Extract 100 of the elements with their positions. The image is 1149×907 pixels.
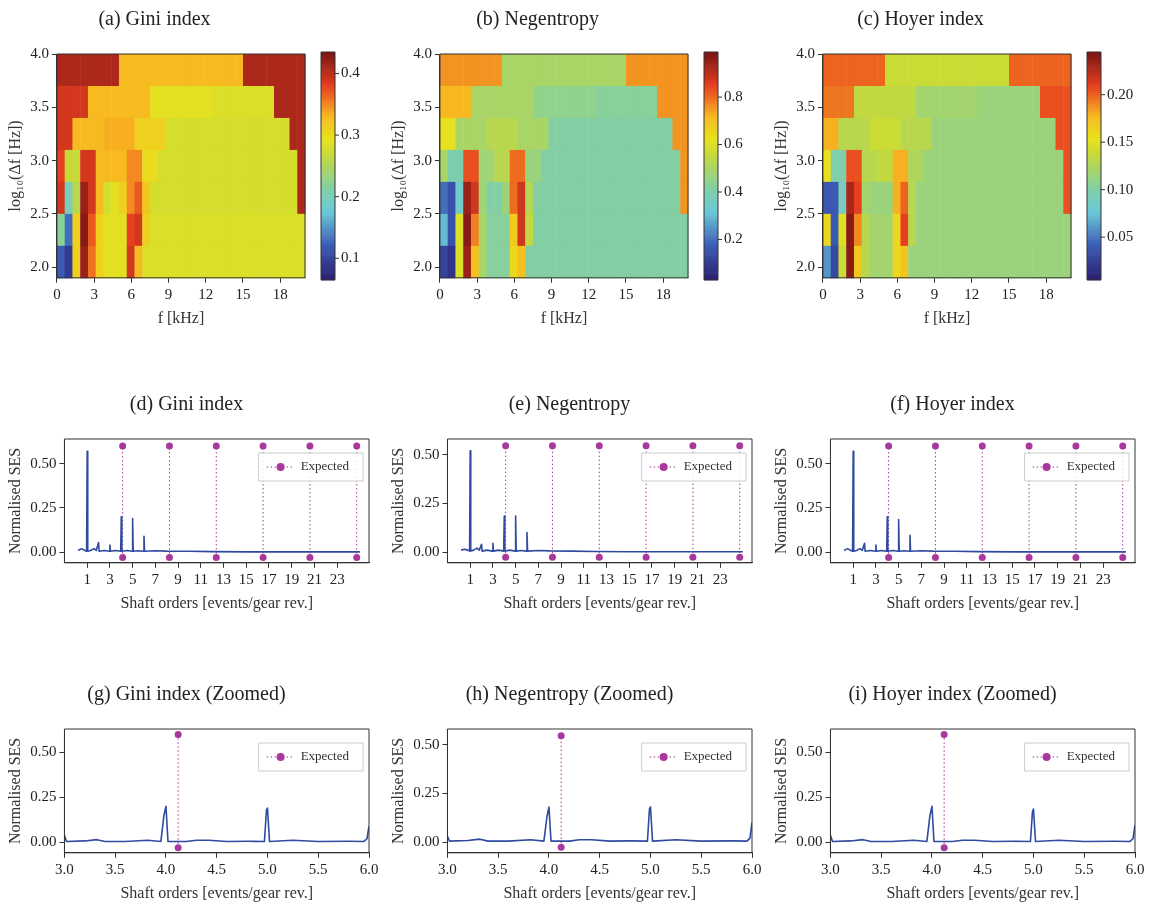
y-tick-label: 0.00 <box>796 833 823 850</box>
x-axis-title: Shaft orders [events/gear rev.] <box>886 883 1080 902</box>
x-tick-label: 4.5 <box>973 860 993 877</box>
x-tick-label: 9 <box>547 285 556 302</box>
x-tick-label: 0 <box>819 285 827 302</box>
x-tick-label: 6.0 <box>742 860 762 877</box>
x-tick-label: 3.0 <box>55 860 74 877</box>
y-tick-label: 3.0 <box>30 151 49 168</box>
x-tick-label: 18 <box>655 285 671 302</box>
color-bar-label: 0.1 <box>341 249 360 266</box>
x-tick-label: 3 <box>106 570 114 587</box>
color-bar-label: 0.2 <box>341 187 360 204</box>
chart-title: (e) Negentropy <box>508 392 631 416</box>
x-tick-label: 5.5 <box>691 860 711 877</box>
color-bar-label: 0.15 <box>1107 133 1134 150</box>
x-tick-label: 5.0 <box>258 860 277 877</box>
x-tick-label: 9 <box>940 570 948 587</box>
y-tick-label: 3.0 <box>796 151 815 168</box>
y-tick-label: 0.25 <box>796 498 823 515</box>
y-tick-label: 0.00 <box>30 543 57 560</box>
x-axis-title: f [kHz] <box>923 308 971 326</box>
x-tick-label: 3.5 <box>871 860 891 877</box>
y-tick-label: 3.5 <box>413 98 432 115</box>
x-tick-label: 5 <box>511 570 520 587</box>
x-tick-label: 3 <box>872 570 880 587</box>
x-tick-label: 11 <box>959 570 975 587</box>
color-bar-label: 0.4 <box>341 64 361 81</box>
x-tick-label: 9 <box>557 570 565 587</box>
chart-title: (d) Gini index <box>129 392 244 416</box>
x-tick-label: 6 <box>510 285 519 302</box>
x-tick-label: 15 <box>1004 570 1020 587</box>
chart-title: (a) Gini index <box>98 7 211 31</box>
legend-label: Expected <box>1066 748 1116 764</box>
color-bar-label: 0.20 <box>1107 85 1134 102</box>
x-tick-label: 23 <box>712 570 728 587</box>
y-tick-label: 0.25 <box>413 494 440 511</box>
x-tick-label: 11 <box>193 570 209 587</box>
x-tick-label: 4.0 <box>539 860 559 877</box>
x-tick-label: 1 <box>466 570 474 587</box>
x-tick-label: 7 <box>917 570 926 587</box>
y-tick-label: 0.50 <box>30 454 57 471</box>
x-tick-label: 7 <box>534 570 543 587</box>
x-axis-title: f [kHz] <box>540 308 588 326</box>
y-tick-label: 0.25 <box>30 788 57 805</box>
x-tick-label: 13 <box>216 570 232 587</box>
x-tick-label: 21 <box>306 570 322 587</box>
y-tick-label: 4.0 <box>30 44 49 61</box>
x-tick-label: 3 <box>90 285 98 302</box>
x-tick-label: 21 <box>1072 570 1088 587</box>
y-axis-title: log₁₀(Δf [Hz]) <box>5 120 24 212</box>
x-tick-label: 5.5 <box>1074 860 1094 877</box>
y-tick-label: 2.5 <box>413 204 432 221</box>
x-tick-label: 3.0 <box>438 860 457 877</box>
x-tick-label: 17 <box>1027 570 1043 587</box>
y-tick-label: 2.5 <box>30 204 49 221</box>
color-bar-label: 0.8 <box>724 88 743 105</box>
x-tick-label: 3.0 <box>821 860 840 877</box>
x-tick-label: 3 <box>489 570 497 587</box>
y-tick-label: 0.25 <box>413 784 440 801</box>
legend-label: Expected <box>1066 458 1116 474</box>
chart-title: (g) Gini index (Zoomed) <box>87 682 286 706</box>
y-tick-label: 4.0 <box>796 44 815 61</box>
x-tick-label: 5.0 <box>1024 860 1043 877</box>
legend-label: Expected <box>683 748 733 764</box>
x-tick-label: 13 <box>599 570 615 587</box>
x-tick-label: 13 <box>982 570 998 587</box>
y-tick-label: 3.5 <box>30 98 49 115</box>
chart-title: (h) Negentropy (Zoomed) <box>465 682 674 706</box>
x-tick-label: 17 <box>644 570 660 587</box>
y-axis-title: log₁₀(Δf [Hz]) <box>388 120 407 212</box>
x-axis-title: Shaft orders [events/gear rev.] <box>503 593 697 612</box>
x-tick-label: 3.5 <box>488 860 508 877</box>
x-tick-label: 17 <box>261 570 277 587</box>
x-tick-label: 6 <box>127 285 136 302</box>
x-tick-label: 5 <box>128 570 137 587</box>
y-tick-label: 0.00 <box>30 833 57 850</box>
x-tick-label: 15 <box>618 285 634 302</box>
y-tick-label: 0.50 <box>796 743 823 760</box>
x-tick-label: 18 <box>1038 285 1054 302</box>
x-tick-label: 6.0 <box>1125 860 1145 877</box>
y-axis-title: Normalised SES <box>388 737 406 845</box>
chart-title: (f) Hoyer index <box>890 392 1015 416</box>
x-tick-label: 23 <box>1095 570 1111 587</box>
x-tick-label: 15 <box>621 570 637 587</box>
y-tick-label: 3.0 <box>413 151 432 168</box>
y-tick-label: 0.50 <box>796 454 823 471</box>
y-tick-label: 4.0 <box>413 44 432 61</box>
y-tick-label: 0.00 <box>796 543 823 560</box>
chart-title: (i) Hoyer index (Zoomed) <box>848 682 1057 706</box>
legend-label: Expected <box>300 458 350 474</box>
x-tick-label: 23 <box>329 570 345 587</box>
x-tick-label: 7 <box>151 570 160 587</box>
y-tick-label: 2.5 <box>796 204 815 221</box>
y-axis-title: Normalised SES <box>388 447 406 555</box>
y-axis-title: Normalised SES <box>5 737 23 845</box>
chart-title: (c) Hoyer index <box>857 7 984 31</box>
x-tick-label: 19 <box>284 570 300 587</box>
y-tick-label: 0.50 <box>413 735 440 752</box>
y-axis-title: log₁₀(Δf [Hz]) <box>771 120 790 212</box>
x-tick-label: 11 <box>576 570 592 587</box>
